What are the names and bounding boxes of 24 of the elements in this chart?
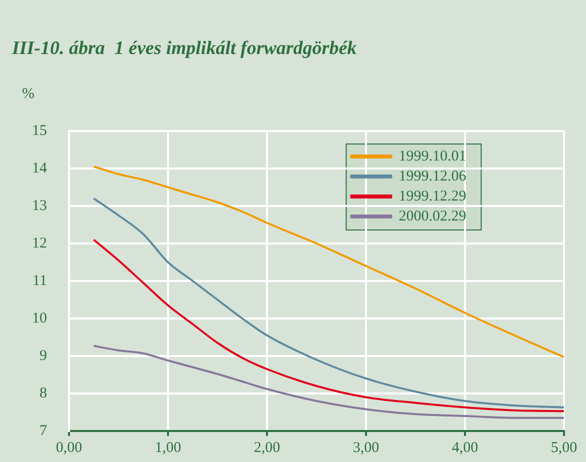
x-tick-label: 0,00 <box>56 440 82 456</box>
y-tick-label: 12 <box>32 235 47 252</box>
line-series <box>92 238 564 412</box>
chart-title: III-10. ábra 1 éves implikált forwardgörbék <box>12 38 357 60</box>
y-tick-label: 15 <box>32 122 47 139</box>
x-tick-label: 2,00 <box>254 440 280 456</box>
y-tick-label: 13 <box>32 198 47 214</box>
x-tick-label: 3,00 <box>352 440 380 456</box>
legend-label: 1999.12.29 <box>398 188 466 204</box>
x-tick-label: 5,00 <box>550 440 578 456</box>
x-tick-label: 4,00 <box>452 440 478 456</box>
line-series <box>92 166 564 358</box>
y-tick-label: 9 <box>40 348 47 364</box>
line-series <box>92 344 564 419</box>
legend-label: 2000.02.29 <box>398 208 466 224</box>
legend-label: 1999.12.06 <box>398 168 467 184</box>
y-tick-label: 10 <box>32 310 47 326</box>
y-tick-label: 8 <box>40 385 47 402</box>
y-tick-label: 7 <box>40 422 48 439</box>
y-tick-label: 14 <box>32 160 48 176</box>
y-tick-label: 11 <box>32 272 47 289</box>
legend-label: 1999.10.01 <box>398 148 466 164</box>
x-tick-label: 1,00 <box>154 440 182 456</box>
y-axis-title: % <box>22 86 34 103</box>
